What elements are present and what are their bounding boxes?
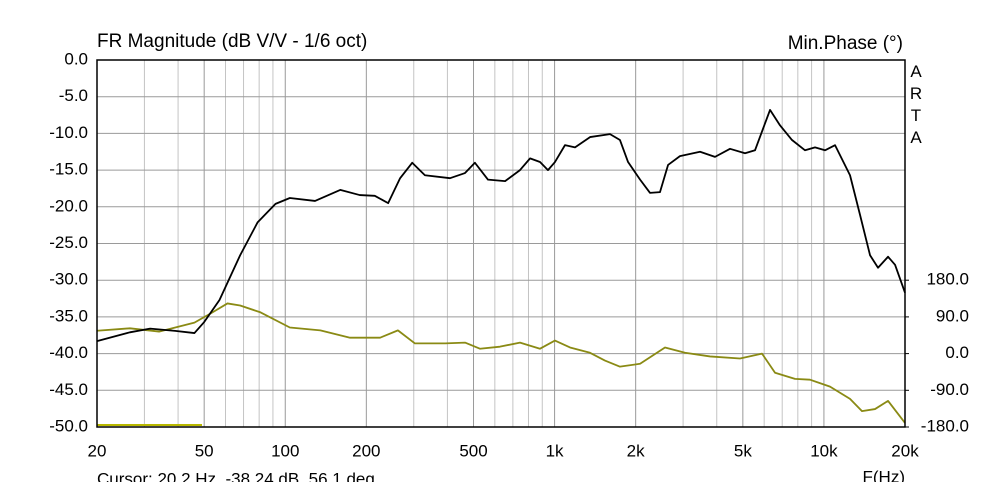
y2-tick-label: -180.0 bbox=[921, 416, 969, 435]
chart-title: FR Magnitude (dB V/V - 1/6 oct) bbox=[97, 31, 367, 52]
y-tick-label: -20.0 bbox=[49, 196, 88, 215]
plot-frame bbox=[96, 59, 906, 428]
series-line bbox=[96, 109, 906, 342]
y2-tick-label: 180.0 bbox=[926, 270, 969, 289]
y2-tick-label: 0.0 bbox=[945, 343, 969, 362]
x-tick-label: 1k bbox=[546, 441, 564, 460]
y2-axis-label: Min.Phase (°) bbox=[788, 33, 903, 54]
x-tick-label: 5k bbox=[734, 441, 752, 460]
x-tick-label: 20k bbox=[891, 441, 919, 460]
grid bbox=[96, 59, 906, 428]
plot-area bbox=[96, 109, 906, 424]
x-tick-label: 500 bbox=[459, 441, 487, 460]
x-tick-label: 20 bbox=[88, 441, 107, 460]
y-tick-label: 0.0 bbox=[64, 49, 88, 68]
x-tick-label: 10k bbox=[810, 441, 838, 460]
y-tick-label: -35.0 bbox=[49, 306, 88, 325]
y-tick-label: -15.0 bbox=[49, 160, 88, 179]
x-tick-label: 2k bbox=[627, 441, 645, 460]
y-tick-label: -25.0 bbox=[49, 233, 88, 252]
y2-tick-label: -90.0 bbox=[930, 380, 969, 399]
cursor-readout: Cursor: 20.2 Hz, -38.24 dB, 56.1 deg bbox=[97, 469, 375, 482]
y-tick-label: -5.0 bbox=[59, 86, 88, 105]
y-tick-label: -40.0 bbox=[49, 343, 88, 362]
y-tick-label: -50.0 bbox=[49, 416, 88, 435]
y-tick-label: -30.0 bbox=[49, 270, 88, 289]
x-tick-label: 50 bbox=[195, 441, 214, 460]
series-line bbox=[96, 302, 906, 424]
x-tick-label: 100 bbox=[271, 441, 299, 460]
y-tick-label: -45.0 bbox=[49, 380, 88, 399]
x-axis-label: F(Hz) bbox=[863, 467, 905, 482]
y2-tick-label: 90.0 bbox=[936, 306, 969, 325]
y-tick-label: -10.0 bbox=[49, 123, 88, 142]
x-tick-label: 200 bbox=[352, 441, 380, 460]
